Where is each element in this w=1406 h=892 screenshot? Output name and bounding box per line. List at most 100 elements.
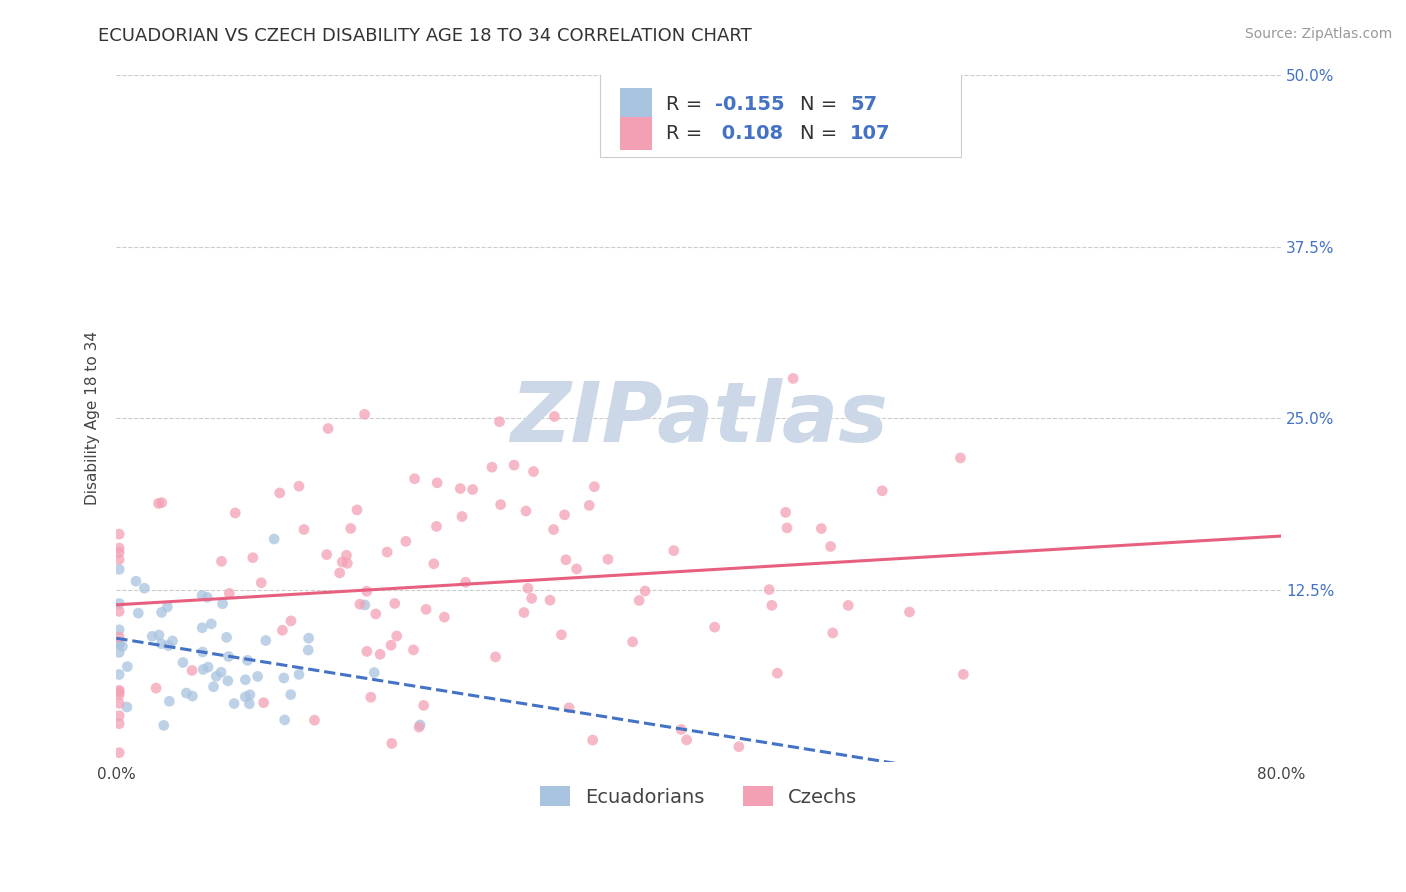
Point bbox=[108, 683, 131, 698]
Point bbox=[776, 521, 799, 535]
Y-axis label: Disability Age 18 to 34: Disability Age 18 to 34 bbox=[86, 332, 100, 506]
Point bbox=[193, 662, 215, 676]
Point bbox=[451, 509, 474, 524]
Point bbox=[288, 479, 311, 493]
Point bbox=[404, 472, 426, 486]
Point bbox=[150, 637, 173, 651]
Point bbox=[316, 421, 339, 435]
Point bbox=[233, 690, 256, 704]
Point bbox=[157, 694, 180, 708]
Point bbox=[565, 562, 588, 576]
Point bbox=[870, 483, 893, 498]
Point bbox=[578, 499, 600, 513]
Point bbox=[108, 630, 131, 644]
Point bbox=[148, 628, 170, 642]
Text: ECUADORIAN VS CZECH DISABILITY AGE 18 TO 34 CORRELATION CHART: ECUADORIAN VS CZECH DISABILITY AGE 18 TO… bbox=[98, 27, 752, 45]
Point bbox=[384, 597, 406, 611]
Point bbox=[408, 720, 430, 734]
Point bbox=[412, 698, 434, 713]
Point bbox=[461, 483, 484, 497]
Point bbox=[621, 635, 644, 649]
Point bbox=[211, 554, 233, 568]
Point bbox=[484, 649, 506, 664]
Point bbox=[134, 581, 156, 595]
Point bbox=[263, 532, 285, 546]
Point bbox=[205, 669, 228, 683]
Point bbox=[297, 643, 319, 657]
Point bbox=[273, 713, 295, 727]
Point bbox=[108, 637, 131, 651]
Point bbox=[108, 716, 131, 731]
Point bbox=[150, 606, 173, 620]
Point bbox=[489, 498, 512, 512]
Text: N =: N = bbox=[800, 124, 838, 144]
Text: N =: N = bbox=[800, 95, 838, 114]
Point bbox=[766, 666, 789, 681]
Point bbox=[503, 458, 526, 472]
Point bbox=[543, 409, 565, 424]
Point bbox=[538, 593, 561, 607]
Point bbox=[516, 581, 538, 595]
Point bbox=[558, 701, 581, 715]
Point bbox=[513, 606, 536, 620]
Point bbox=[280, 614, 302, 628]
Point bbox=[108, 562, 131, 576]
Point bbox=[330, 555, 353, 569]
Text: ZIPatlas: ZIPatlas bbox=[510, 378, 887, 459]
Point bbox=[145, 681, 167, 695]
Point bbox=[298, 631, 321, 645]
Point bbox=[423, 557, 446, 571]
Point bbox=[218, 586, 240, 600]
Point bbox=[368, 647, 391, 661]
Point bbox=[108, 708, 131, 723]
Point bbox=[253, 696, 276, 710]
Point bbox=[191, 588, 214, 602]
Point bbox=[236, 653, 259, 667]
Point bbox=[353, 407, 375, 421]
Point bbox=[197, 660, 219, 674]
Point bbox=[837, 599, 859, 613]
Point bbox=[810, 522, 832, 536]
Point bbox=[380, 638, 402, 652]
Point bbox=[108, 637, 131, 651]
Point bbox=[782, 371, 804, 385]
Point bbox=[218, 649, 240, 664]
Point bbox=[820, 540, 842, 554]
Point bbox=[288, 667, 311, 681]
Point bbox=[108, 527, 131, 541]
Point bbox=[215, 631, 238, 645]
Point bbox=[108, 685, 131, 699]
Point bbox=[634, 584, 657, 599]
Point bbox=[235, 673, 257, 687]
Text: Source: ZipAtlas.com: Source: ZipAtlas.com bbox=[1244, 27, 1392, 41]
Point bbox=[254, 633, 277, 648]
Point bbox=[671, 723, 693, 737]
Point bbox=[339, 521, 361, 535]
Point bbox=[596, 552, 619, 566]
Point bbox=[150, 496, 173, 510]
Text: 0.108: 0.108 bbox=[716, 124, 783, 144]
Point bbox=[363, 665, 385, 680]
Point bbox=[125, 574, 148, 589]
Point bbox=[108, 623, 131, 637]
Point bbox=[360, 690, 382, 705]
Point bbox=[152, 718, 174, 732]
Point bbox=[273, 671, 295, 685]
Point bbox=[209, 665, 232, 680]
Point bbox=[775, 505, 797, 519]
Point bbox=[217, 673, 239, 688]
Point bbox=[108, 645, 131, 659]
Point bbox=[628, 593, 651, 607]
Point bbox=[127, 606, 149, 620]
Point bbox=[239, 688, 262, 702]
Point bbox=[269, 486, 291, 500]
Point bbox=[191, 621, 214, 635]
FancyBboxPatch shape bbox=[600, 71, 960, 157]
Point bbox=[543, 523, 565, 537]
Point bbox=[242, 550, 264, 565]
Point bbox=[108, 552, 131, 566]
Point bbox=[415, 602, 437, 616]
Point bbox=[761, 599, 783, 613]
Point bbox=[703, 620, 725, 634]
Point bbox=[195, 591, 218, 605]
